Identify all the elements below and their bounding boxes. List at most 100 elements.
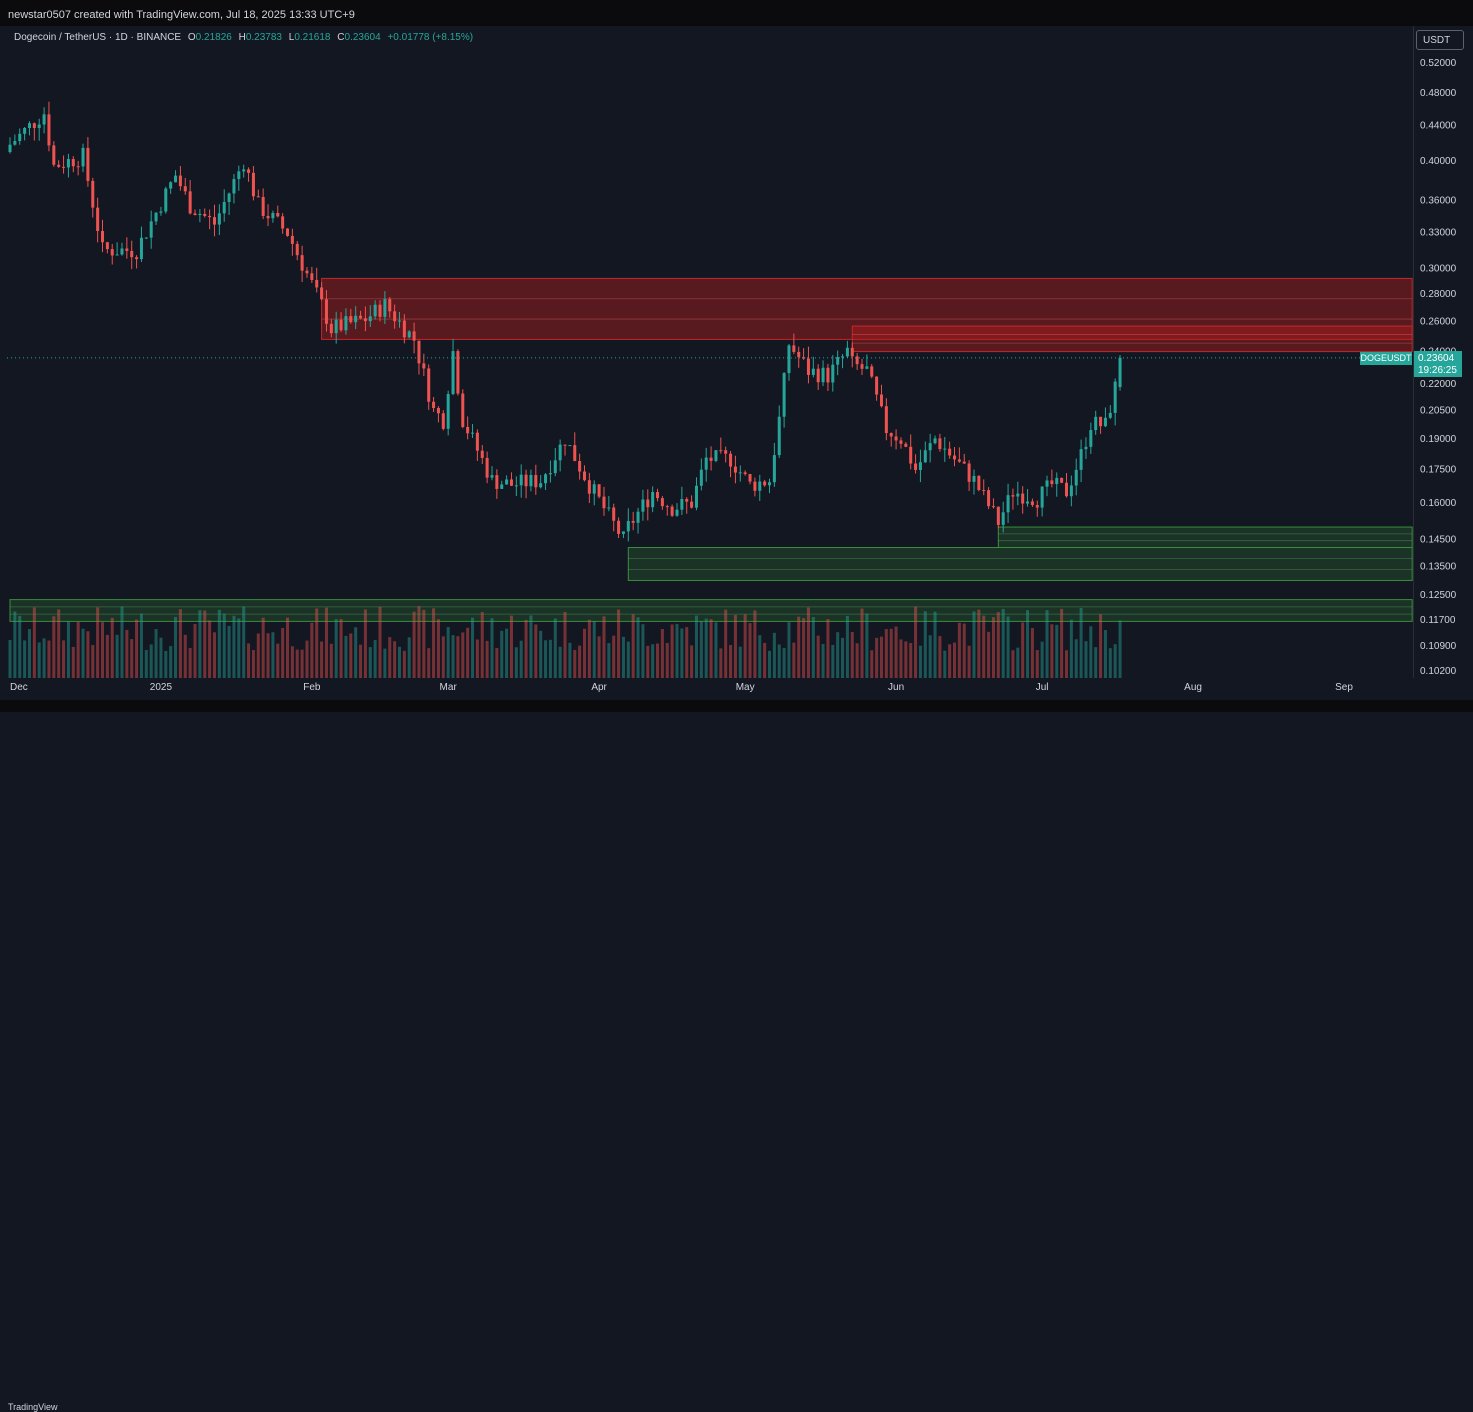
volume-bar: [909, 643, 913, 678]
candle-body: [553, 460, 557, 474]
volume-bar: [505, 628, 509, 678]
volume-bar: [242, 606, 246, 678]
volume-bar: [178, 609, 182, 678]
candle-body: [987, 490, 991, 507]
volume-bar: [212, 632, 216, 678]
volume-bar: [914, 606, 918, 678]
volume-bar: [582, 628, 587, 678]
y-tick-label: 0.17500: [1420, 465, 1457, 476]
candle-body: [690, 501, 694, 508]
candle-body: [261, 197, 265, 216]
candle-body: [597, 484, 601, 497]
candle-body: [646, 499, 650, 508]
candle-body: [37, 124, 41, 128]
candle-body: [1074, 469, 1078, 486]
volume-bar: [587, 619, 591, 678]
volume-bar: [544, 640, 548, 678]
candle-body: [1021, 493, 1025, 504]
candle-body: [276, 212, 280, 217]
candle-body: [169, 182, 173, 189]
candle-body: [354, 315, 358, 323]
volume-bar: [407, 637, 411, 678]
volume-bar: [996, 612, 1000, 678]
candle-body: [967, 463, 971, 482]
zones-layer: [9, 277, 1413, 622]
volume-bar: [251, 650, 255, 678]
symbol-name[interactable]: Dogecoin / TetherUS · 1D · BINANCE: [14, 32, 182, 43]
y-tick-label: 0.14500: [1420, 535, 1457, 546]
volume-bar: [120, 606, 124, 678]
price-chart[interactable]: 0.52000 0.48000 0.44000 0.40000 0.36000 0.330…: [0, 0, 1473, 712]
candle-body: [568, 445, 572, 447]
volume-bar: [792, 642, 796, 678]
y-tick-label: 0.20500: [1420, 405, 1457, 416]
volume-bar: [286, 617, 290, 678]
candle-body: [490, 475, 494, 478]
candle-body: [719, 450, 723, 452]
candle-body: [271, 212, 275, 219]
candle-body: [1060, 477, 1064, 483]
candle-body: [767, 482, 772, 486]
candle-body: [544, 474, 548, 484]
candle-body: [500, 484, 504, 489]
volume-bar: [811, 617, 815, 678]
volume-bar: [66, 621, 70, 678]
candle-body: [641, 499, 645, 512]
volume-bar: [295, 649, 299, 678]
volume-bar: [685, 627, 689, 678]
volume-bar: [641, 624, 645, 678]
candle-body: [125, 248, 129, 251]
volume-bar: [831, 644, 835, 678]
y-tick-label: 0.28000: [1420, 289, 1457, 300]
y-tick-label: 0.12500: [1420, 590, 1457, 601]
candle-body: [329, 323, 333, 334]
candle-body: [972, 475, 976, 482]
candle-body: [777, 416, 781, 456]
candle-body: [982, 489, 986, 491]
volume-bar: [193, 623, 197, 678]
volume-bar: [651, 644, 655, 678]
volume-bar: [943, 650, 947, 678]
y-tick-label: 0.19000: [1420, 434, 1457, 445]
candle-body: [729, 453, 733, 467]
volume-bar: [729, 644, 733, 678]
volume-bar: [354, 627, 358, 678]
volume-bar: [18, 615, 22, 678]
volume-bar: [174, 616, 178, 678]
candle-body: [962, 461, 966, 464]
candle-body: [339, 319, 343, 331]
volume-bar: [875, 637, 879, 678]
volume-bar: [86, 631, 90, 678]
candle-body: [787, 345, 791, 374]
volume-bar: [563, 611, 567, 678]
currency-button[interactable]: USDT: [1416, 30, 1464, 50]
volume-bar: [320, 641, 324, 678]
candle-body: [1035, 505, 1039, 508]
volume-bar: [865, 613, 869, 678]
volume-bar: [899, 639, 903, 678]
candle-body: [626, 520, 630, 532]
volume-bar: [617, 609, 621, 678]
candle-body: [422, 363, 426, 369]
candle-body: [811, 368, 815, 375]
volume-bar: [188, 647, 192, 678]
volume-bar: [699, 621, 703, 678]
candle-body: [694, 485, 698, 508]
volume-bar: [344, 635, 348, 678]
candle-body: [451, 351, 455, 394]
volume-bar: [125, 629, 129, 678]
volume-bar: [466, 627, 470, 678]
volume-bar: [626, 641, 630, 678]
candle-body: [855, 356, 859, 365]
volume-bar: [612, 635, 616, 678]
candle-body: [485, 457, 489, 478]
y-tick-label: 0.44000: [1420, 120, 1457, 131]
volume-bar: [76, 621, 80, 678]
footer-strip: TradingView: [0, 700, 1473, 1412]
volume-bar: [524, 619, 528, 678]
candle-body: [738, 472, 742, 474]
candle-body: [704, 457, 708, 470]
candle-body: [91, 180, 95, 208]
volume-bar: [378, 607, 382, 678]
volume-bar: [300, 649, 304, 678]
